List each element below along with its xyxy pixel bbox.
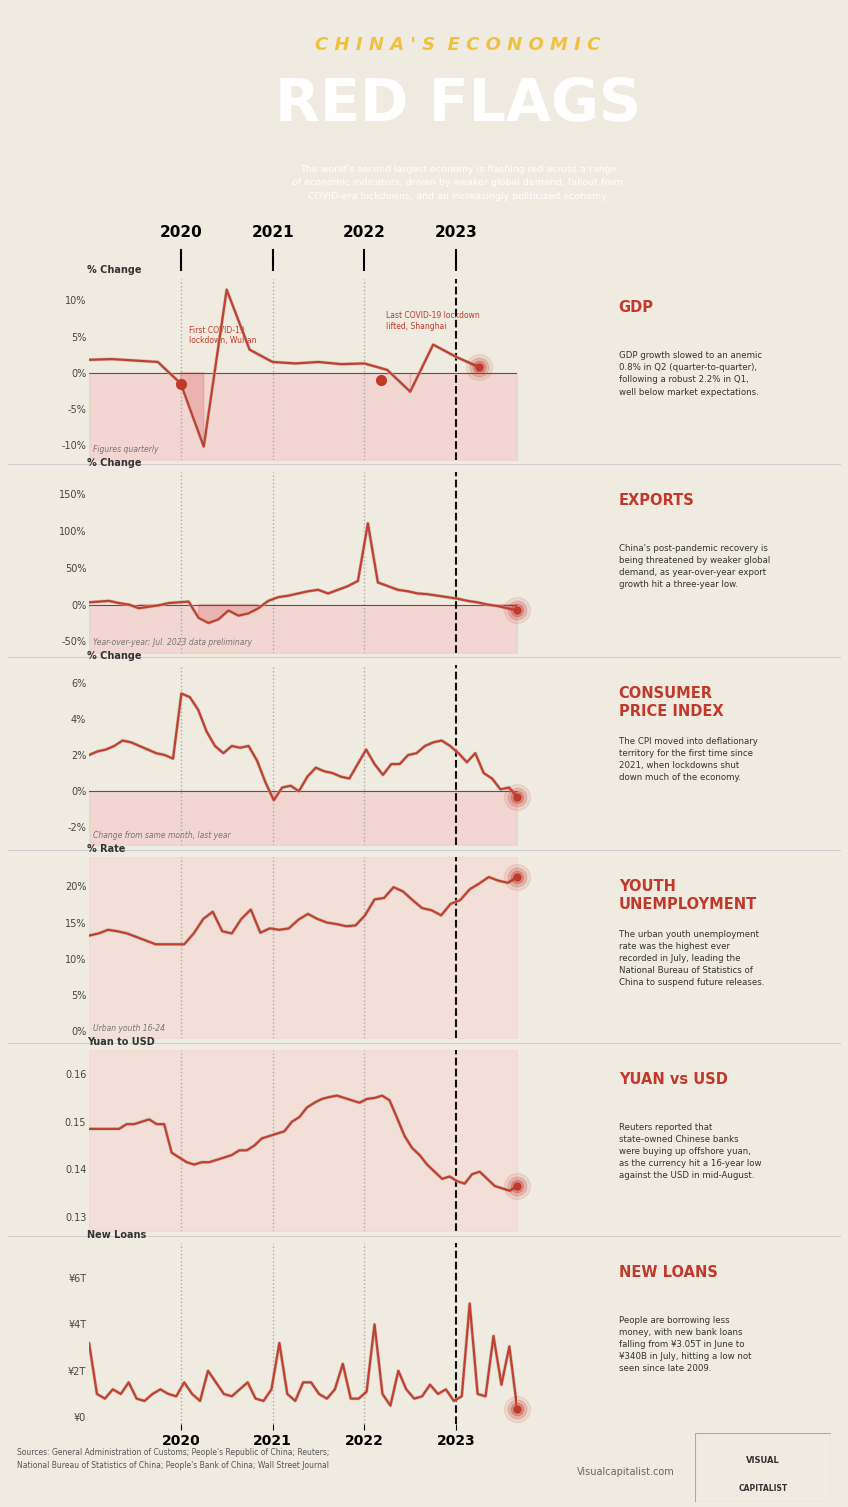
Point xyxy=(472,356,486,380)
Point xyxy=(510,1174,524,1198)
Text: % Change: % Change xyxy=(86,265,142,276)
Point xyxy=(510,598,524,622)
Point xyxy=(510,785,524,809)
Point xyxy=(472,356,486,380)
Text: People are borrowing less
money, with new bank loans
falling from ¥3.05T in June: People are borrowing less money, with ne… xyxy=(619,1316,751,1373)
Text: GDP: GDP xyxy=(619,300,654,315)
Text: % Rate: % Rate xyxy=(86,844,126,854)
Point xyxy=(510,865,524,889)
Point xyxy=(510,1397,524,1421)
Text: YOUTH
UNEMPLOYMENT: YOUTH UNEMPLOYMENT xyxy=(619,879,757,912)
Text: New Loans: New Loans xyxy=(86,1230,146,1240)
Text: 2022: 2022 xyxy=(343,226,386,241)
Point xyxy=(510,785,524,809)
Text: Reuters reported that
state-owned Chinese banks
were buying up offshore yuan,
as: Reuters reported that state-owned Chines… xyxy=(619,1123,762,1180)
Point xyxy=(472,356,486,380)
Text: CONSUMER
PRICE INDEX: CONSUMER PRICE INDEX xyxy=(619,686,723,719)
Point xyxy=(510,785,524,809)
Text: VISUAL: VISUAL xyxy=(746,1456,780,1465)
Text: Change from same month, last year: Change from same month, last year xyxy=(93,830,231,839)
Text: The world's second largest economy is flashing red across a range
of economic in: The world's second largest economy is fl… xyxy=(293,166,623,200)
Text: % Change: % Change xyxy=(86,651,142,662)
Text: Sources: General Administration of Customs; People's Republic of China; Reuters;: Sources: General Administration of Custo… xyxy=(17,1448,329,1469)
Text: CAPITALIST: CAPITALIST xyxy=(739,1484,788,1493)
Text: The CPI moved into deflationary
territory for the first time since
2021, when lo: The CPI moved into deflationary territor… xyxy=(619,737,757,782)
Text: The urban youth unemployment
rate was the highest ever
recorded in July, leading: The urban youth unemployment rate was th… xyxy=(619,930,764,987)
Text: % Change: % Change xyxy=(86,458,142,469)
Point xyxy=(510,598,524,622)
Point xyxy=(510,1397,524,1421)
Text: 2021: 2021 xyxy=(251,226,294,241)
Text: GDP growth slowed to an anemic
0.8% in Q2 (quarter-to-quarter),
following a robu: GDP growth slowed to an anemic 0.8% in Q… xyxy=(619,351,762,396)
Text: Visualcapitalist.com: Visualcapitalist.com xyxy=(577,1466,674,1477)
Point xyxy=(510,1397,524,1421)
Point xyxy=(510,1174,524,1198)
Point xyxy=(510,1174,524,1198)
Text: Urban youth 16-24: Urban youth 16-24 xyxy=(93,1023,165,1032)
Point xyxy=(510,785,524,809)
Text: RED FLAGS: RED FLAGS xyxy=(275,77,641,133)
Text: Yuan to USD: Yuan to USD xyxy=(86,1037,154,1047)
Point xyxy=(510,598,524,622)
Point xyxy=(510,598,524,622)
Text: Last COVID-19 lockdown
lifted, Shanghai: Last COVID-19 lockdown lifted, Shanghai xyxy=(386,312,479,330)
Text: YUAN vs USD: YUAN vs USD xyxy=(619,1071,728,1087)
Point xyxy=(472,356,486,380)
Text: 2020: 2020 xyxy=(159,226,202,241)
Point xyxy=(510,865,524,889)
Text: First COVID-19
lockdown, Wuhan: First COVID-19 lockdown, Wuhan xyxy=(189,326,257,345)
Text: Year-over-year; Jul. 2023 data preliminary: Year-over-year; Jul. 2023 data prelimina… xyxy=(93,637,253,647)
Point xyxy=(510,865,524,889)
Text: C H I N A ' S  E C O N O M I C: C H I N A ' S E C O N O M I C xyxy=(315,36,600,54)
Text: 2023: 2023 xyxy=(435,226,477,241)
Text: China's post-pandemic recovery is
being threatened by weaker global
demand, as y: China's post-pandemic recovery is being … xyxy=(619,544,770,589)
Point xyxy=(510,1397,524,1421)
Point xyxy=(510,1174,524,1198)
Text: Figures quarterly: Figures quarterly xyxy=(93,445,159,454)
Point xyxy=(510,865,524,889)
Text: NEW LOANS: NEW LOANS xyxy=(619,1264,717,1279)
Text: EXPORTS: EXPORTS xyxy=(619,493,695,508)
